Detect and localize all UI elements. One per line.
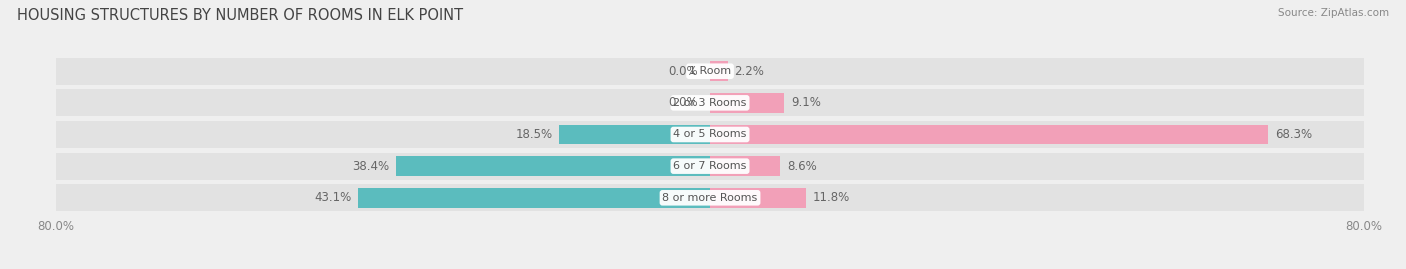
Text: 43.1%: 43.1% <box>314 191 352 204</box>
Bar <box>56 58 1364 85</box>
Bar <box>56 184 1364 211</box>
Text: 18.5%: 18.5% <box>515 128 553 141</box>
Bar <box>710 188 807 208</box>
Text: 2 or 3 Rooms: 2 or 3 Rooms <box>673 98 747 108</box>
Bar <box>710 93 785 113</box>
Text: Source: ZipAtlas.com: Source: ZipAtlas.com <box>1278 8 1389 18</box>
Text: 4 or 5 Rooms: 4 or 5 Rooms <box>673 129 747 140</box>
Text: 2.2%: 2.2% <box>734 65 765 78</box>
Text: HOUSING STRUCTURES BY NUMBER OF ROOMS IN ELK POINT: HOUSING STRUCTURES BY NUMBER OF ROOMS IN… <box>17 8 463 23</box>
Text: 38.4%: 38.4% <box>353 160 389 173</box>
Bar <box>710 156 780 176</box>
Text: 11.8%: 11.8% <box>813 191 851 204</box>
Text: 8.6%: 8.6% <box>787 160 817 173</box>
Text: 8 or more Rooms: 8 or more Rooms <box>662 193 758 203</box>
Text: 68.3%: 68.3% <box>1275 128 1312 141</box>
Bar <box>396 156 710 176</box>
Bar <box>56 121 1364 148</box>
Text: 9.1%: 9.1% <box>792 96 821 109</box>
Bar <box>558 125 710 144</box>
Text: 1 Room: 1 Room <box>689 66 731 76</box>
Text: 0.0%: 0.0% <box>668 65 697 78</box>
Bar <box>710 61 728 81</box>
Text: 6 or 7 Rooms: 6 or 7 Rooms <box>673 161 747 171</box>
Text: 0.0%: 0.0% <box>668 96 697 109</box>
Bar <box>56 89 1364 116</box>
Bar <box>56 153 1364 180</box>
Bar <box>710 125 1268 144</box>
Bar <box>357 188 710 208</box>
